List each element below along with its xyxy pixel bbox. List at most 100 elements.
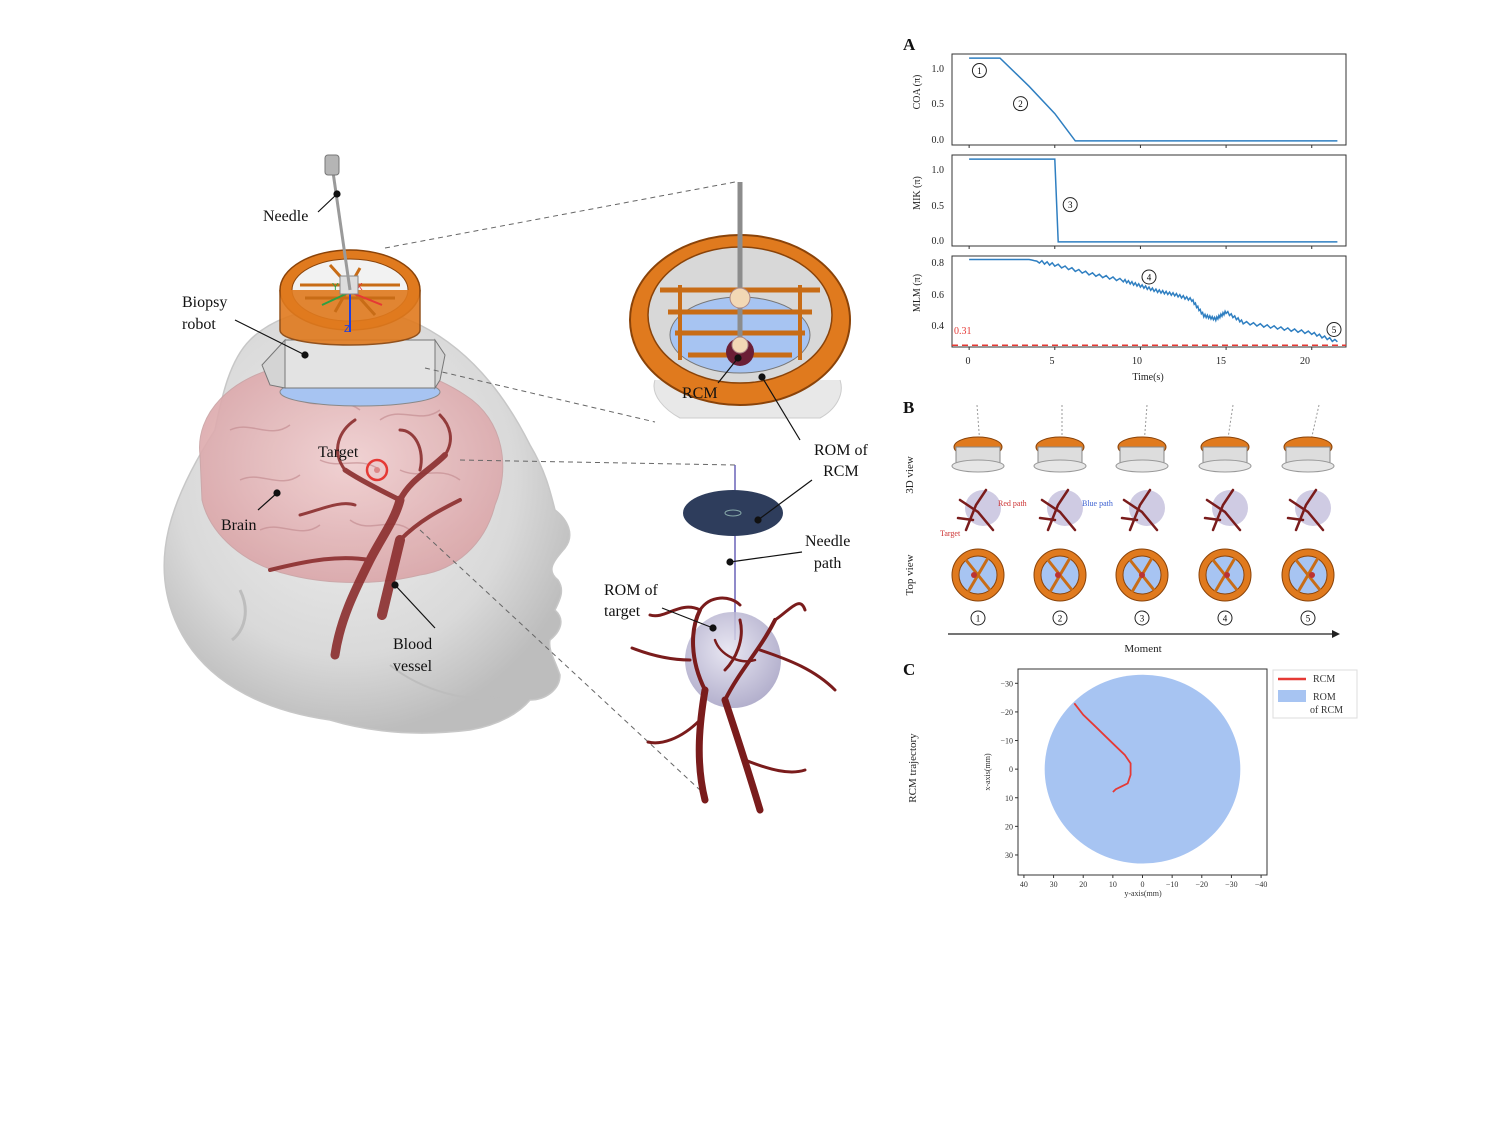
panel-b: 3D view Top view 1 2 3 4 5 Red path Blue pat…: [904, 404, 1340, 655]
moment-xlabel: Moment: [1124, 643, 1161, 655]
robot-mini-base-3: [1115, 459, 1169, 473]
vessel-mini-2: [1038, 488, 1077, 532]
a-xtick-2: 5: [1050, 356, 1055, 367]
a-xtick-1: 0: [966, 356, 971, 367]
vessel-mini-4: [1203, 488, 1242, 532]
z-axis-letter: Z: [344, 324, 350, 335]
rom-of-target-label: ROM of target: [604, 582, 658, 620]
vessel-mini-a-3: [1122, 498, 1159, 532]
vessel-mini-c-3: [1120, 516, 1139, 522]
top-view-bar-b-5: [1296, 557, 1320, 593]
mlm-ytick-1: 0.8: [932, 258, 945, 269]
needle-path-label: Needle path: [805, 533, 851, 572]
red-path-note: Red path: [998, 499, 1027, 508]
biopsy-robot-label: Biopsy robot: [182, 294, 228, 333]
c-xtick-6: −20: [1196, 880, 1209, 889]
robot-mini-base-1: [951, 459, 1005, 473]
moment-frames: 1 2 3 4 5: [951, 404, 1335, 626]
top-view-needle-2: [1055, 572, 1061, 578]
x-axis-letter: X: [356, 282, 363, 293]
robot-mini-base-2: [1033, 459, 1087, 473]
moment-circle-5: [1300, 610, 1316, 626]
moment-marker-label-5: 5: [1332, 325, 1337, 335]
vessel-mini-c-2: [1038, 516, 1057, 522]
vessel-mini-3: [1120, 488, 1159, 532]
moment-marker-label-2: 2: [1018, 99, 1023, 109]
row-label-3d: 3D view: [904, 456, 916, 494]
moment-number-2: 2: [1058, 614, 1063, 624]
panel-a-markers: 1 2 3 4 5: [971, 63, 1342, 337]
rom-of-rcm-region: [1044, 674, 1241, 864]
mik-ytick-2: 0.5: [932, 201, 945, 212]
vessel-mini-b-3: [1128, 488, 1152, 532]
rom-mini-sphere-5: [1295, 490, 1331, 526]
top-view-needle-4: [1224, 572, 1230, 578]
zoom-connectors: [384, 181, 736, 791]
top-view-needle-3: [1139, 572, 1145, 578]
vessel-mini-b-2: [1046, 488, 1070, 532]
c-ytick-3: 0: [1009, 765, 1013, 774]
panel-a-letter: A: [903, 35, 916, 54]
c-xtick-3: 10: [1109, 880, 1117, 889]
c-xtick-0: 40: [1020, 880, 1028, 889]
rom-rcm-disc: [683, 465, 783, 640]
blue-path-note: Blue path: [1082, 499, 1113, 508]
moment-circle-3: [1134, 610, 1150, 626]
blood-vessels-head: [268, 413, 462, 660]
c-xlabel: y-axis(mm): [1124, 889, 1162, 898]
moment-column-5: 5: [1281, 404, 1335, 626]
moment-number-4: 4: [1223, 614, 1228, 624]
c-ytick-4: 10: [1005, 794, 1013, 803]
moment-circle-2: [1052, 610, 1068, 626]
c-xtick-2: 20: [1079, 880, 1087, 889]
mlm-ylabel: MLM (π): [912, 274, 923, 312]
c-ytick-0: −30: [1000, 679, 1013, 688]
vessel-mini-c-4: [1203, 516, 1222, 522]
target-marker: [365, 458, 389, 482]
a-xtick-5: 20: [1300, 356, 1310, 367]
vessel-mini-c-5: [1286, 516, 1305, 522]
vessel-mini-a-5: [1288, 498, 1325, 532]
rcm-trajectory-label: RCM trajectory: [907, 733, 919, 803]
mlm-ytick-3: 0.4: [932, 321, 945, 332]
rcm-plot-content: 40 30 20 10 0 −10 −20 −30 −40 −30 −20 −10 0 10 20 30: [1000, 674, 1268, 889]
series-line-3: [969, 258, 1338, 343]
a-xtick-3: 10: [1132, 356, 1142, 367]
series-line-2: [969, 158, 1338, 243]
moment-marker-2: [1013, 96, 1029, 112]
coa-ytick-1: 1.0: [932, 64, 945, 75]
mlm-plot-frame: [951, 255, 1347, 348]
vessel-mini-b-4: [1211, 488, 1235, 532]
panel-a-series: [952, 57, 1346, 350]
c-ylabel: x-axis(mm): [983, 753, 992, 791]
top-view-needle-5: [1309, 572, 1315, 578]
legend-rom-label-2: of RCM: [1310, 705, 1343, 716]
vessel-mini-c-1: [956, 516, 975, 522]
robot-mini-base-5: [1281, 459, 1335, 473]
c-xtick-5: −10: [1166, 880, 1179, 889]
moment-marker-1: [971, 63, 987, 79]
moment-number-1: 1: [976, 614, 981, 624]
moment-number-3: 3: [1140, 614, 1145, 624]
target-label: Target: [318, 444, 359, 461]
moment-marker-label-1: 1: [977, 66, 982, 76]
mik-ylabel: MIK (π): [912, 176, 923, 210]
c-xtick-8: −40: [1255, 880, 1268, 889]
mlm-ytick-2: 0.6: [932, 290, 945, 301]
moment-marker-4: [1141, 269, 1157, 285]
moment-circle-4: [1217, 610, 1233, 626]
moment-circle-1: [970, 610, 986, 626]
top-view-needle-1: [971, 572, 977, 578]
panel-c-letter: C: [903, 660, 916, 679]
biopsy-robot-model: Z X Y: [261, 249, 446, 407]
c-xtick-4: 0: [1141, 880, 1145, 889]
vessel-mini-b-5: [1294, 488, 1318, 532]
leader-lines: [234, 190, 813, 632]
needle-mini-5: [1309, 404, 1320, 446]
moment-column-4: 4: [1198, 404, 1252, 626]
c-xtick-1: 30: [1050, 880, 1058, 889]
a-xlabel: Time(s): [1132, 372, 1163, 383]
robot-mini-base-4: [1198, 459, 1252, 473]
